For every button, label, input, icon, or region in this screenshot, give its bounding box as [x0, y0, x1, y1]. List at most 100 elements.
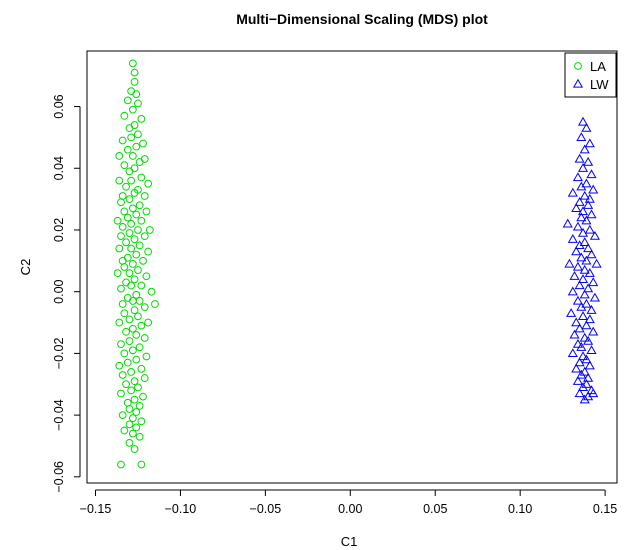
- point-lw: [586, 345, 597, 354]
- point-lw: [574, 240, 585, 250]
- point-lw: [581, 122, 592, 132]
- point-lw: [572, 172, 583, 182]
- point-lw: [576, 369, 587, 379]
- legend-marker-lw: [572, 78, 584, 88]
- point-la: [117, 198, 125, 207]
- y-tick-label: 0.04: [52, 156, 66, 180]
- point-la: [127, 368, 136, 376]
- point-la: [125, 315, 134, 324]
- point-la: [137, 417, 146, 426]
- point-la: [134, 99, 142, 108]
- point-lw: [588, 326, 599, 336]
- point-la: [130, 377, 139, 386]
- point-lw: [591, 258, 602, 268]
- legend-box: [564, 52, 617, 98]
- point-la: [123, 213, 132, 222]
- point-lw: [576, 132, 587, 142]
- point-lw: [577, 116, 589, 126]
- point-la: [125, 195, 134, 204]
- point-la: [130, 445, 139, 453]
- point-la: [120, 426, 129, 435]
- point-lw: [567, 234, 578, 243]
- point-la: [118, 136, 127, 145]
- x-tick-label: 0.10: [508, 502, 532, 516]
- point-la: [140, 303, 149, 312]
- point-la: [130, 235, 139, 244]
- point-la: [113, 269, 122, 278]
- point-la: [140, 374, 149, 382]
- point-lw: [581, 320, 592, 330]
- point-la: [128, 346, 137, 355]
- point-la: [115, 152, 124, 160]
- point-lw: [572, 221, 583, 231]
- point-la: [132, 142, 141, 151]
- point-la: [132, 90, 141, 99]
- legend: LA LW: [564, 52, 617, 98]
- point-la: [135, 401, 144, 410]
- point-la: [142, 272, 151, 281]
- point-lw: [586, 169, 597, 179]
- point-la: [134, 226, 142, 234]
- y-tick-label: −0.04: [52, 399, 66, 431]
- x-tick-label: −0.10: [165, 502, 197, 516]
- legend-label-lw: LW: [590, 77, 609, 92]
- point-lw: [579, 289, 590, 299]
- point-lw: [574, 153, 585, 163]
- point-la: [128, 429, 137, 438]
- y-tick-label: 0.00: [52, 279, 66, 303]
- point-lw: [586, 304, 597, 314]
- point-lw: [581, 255, 592, 265]
- point-la: [122, 380, 130, 389]
- point-la: [130, 164, 139, 173]
- plot-frame: [86, 50, 618, 484]
- point-la: [128, 260, 137, 268]
- point-lw: [572, 261, 583, 271]
- point-la: [130, 68, 139, 77]
- point-la: [123, 253, 132, 262]
- point-la: [135, 343, 144, 352]
- y-axis-label: C2: [18, 259, 33, 276]
- point-lw: [567, 348, 578, 358]
- point-la: [130, 189, 139, 197]
- point-lw: [588, 277, 599, 287]
- point-la: [132, 290, 141, 299]
- point-lw: [569, 329, 580, 339]
- y-tick-label: 0.02: [52, 218, 66, 242]
- point-la: [134, 266, 142, 274]
- point-la: [137, 216, 146, 225]
- point-la: [139, 256, 147, 265]
- point-la: [127, 133, 136, 142]
- point-lw: [564, 258, 575, 268]
- point-la: [127, 244, 136, 253]
- point-la: [144, 179, 153, 188]
- point-la: [147, 287, 156, 296]
- point-la: [128, 324, 137, 333]
- point-la: [115, 176, 124, 185]
- point-la: [128, 414, 137, 423]
- point-la: [127, 281, 136, 290]
- point-la: [127, 87, 136, 96]
- point-lw: [583, 200, 594, 209]
- point-lw: [584, 224, 595, 234]
- point-la: [117, 340, 125, 349]
- point-la: [120, 309, 129, 318]
- x-tick-label: −0.15: [80, 502, 112, 516]
- point-lw: [567, 187, 578, 197]
- point-la: [140, 155, 149, 163]
- point-lw: [589, 230, 600, 240]
- point-la: [130, 121, 139, 129]
- point-la: [140, 192, 149, 200]
- point-la: [120, 263, 129, 271]
- point-la: [130, 395, 139, 404]
- point-la: [145, 226, 154, 234]
- point-lw: [584, 193, 595, 203]
- point-lw: [574, 323, 585, 333]
- point-la: [144, 318, 153, 327]
- point-la: [127, 219, 136, 228]
- point-lw: [584, 267, 595, 277]
- point-la: [128, 105, 137, 114]
- point-lw: [588, 184, 599, 194]
- point-lw: [577, 206, 589, 216]
- point-la: [139, 139, 147, 148]
- point-lw: [576, 301, 587, 311]
